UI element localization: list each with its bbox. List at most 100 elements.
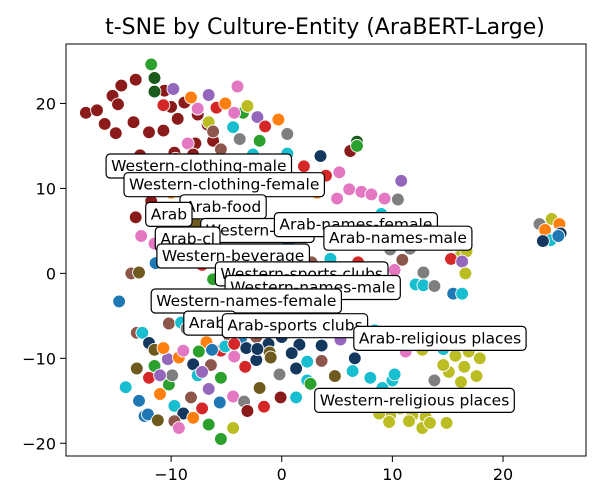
y-tick-label: −10 xyxy=(22,349,56,368)
annotation-text: Western-clothing-female xyxy=(129,176,319,194)
scatter-point xyxy=(205,342,219,357)
scatter-point xyxy=(156,123,171,138)
scatter-point xyxy=(166,82,181,96)
scatter-point xyxy=(153,368,167,383)
scatter-point xyxy=(273,390,288,405)
scatter-point xyxy=(300,354,315,369)
scatter-point xyxy=(153,387,167,401)
scatter-point xyxy=(257,399,271,414)
scatter-point xyxy=(271,112,286,127)
scatter-point xyxy=(126,115,141,130)
scatter-point xyxy=(258,119,272,134)
scatter-point xyxy=(162,316,176,331)
annotation-text: Arab- xyxy=(189,314,231,332)
scatter-point xyxy=(458,266,473,281)
chart-title: t-SNE by Culture-Entity (AraBERT-Large) xyxy=(105,15,545,40)
scatter-point xyxy=(214,370,228,385)
scatter-point xyxy=(201,382,216,396)
annotation-text: Western-religious places xyxy=(320,391,510,409)
annotation-label: Western-religious places xyxy=(314,387,515,413)
scatter-point xyxy=(184,390,198,405)
scatter-point xyxy=(114,78,129,93)
plot-frame xyxy=(65,43,587,457)
scatter-point xyxy=(280,127,295,141)
y-tick-label: 10 xyxy=(36,179,56,198)
scatter-point xyxy=(195,401,209,416)
x-axis-ticks: −10 0 10 20 xyxy=(154,456,513,484)
scatter-point xyxy=(226,421,240,435)
scatter-point xyxy=(201,88,216,102)
scatter-point xyxy=(423,416,437,430)
scatter-point xyxy=(128,72,143,87)
annotation-box xyxy=(150,288,342,314)
scatter-point xyxy=(439,416,454,430)
scatter-point xyxy=(232,132,247,146)
scatter-point xyxy=(186,410,201,425)
scatter-point xyxy=(132,393,146,408)
scatter-point xyxy=(250,342,265,356)
scatter-point xyxy=(536,234,550,248)
scatter-point xyxy=(142,125,156,140)
scatter-point xyxy=(252,381,267,395)
y-tick-label: 20 xyxy=(36,94,56,113)
y-tick-label: 0 xyxy=(46,264,56,283)
scatter-point xyxy=(551,229,566,243)
annotation-label: Western-clothing-female xyxy=(123,172,325,198)
scatter-point xyxy=(201,417,216,432)
scatter-point xyxy=(97,117,112,131)
scatter-point xyxy=(444,252,458,266)
scatter-point xyxy=(141,407,155,422)
scatter-point xyxy=(330,191,344,206)
scatter-point xyxy=(134,229,149,243)
scatter-point xyxy=(455,286,469,301)
annotation-text: Western-names-female xyxy=(156,292,336,310)
scatter-point xyxy=(472,351,487,366)
scatter-point xyxy=(172,421,186,435)
scatter-point xyxy=(108,126,123,141)
y-axis-ticks: −20 −10 0 10 20 xyxy=(22,94,66,453)
scatter-point xyxy=(314,354,329,368)
scatter-point xyxy=(238,359,253,374)
annotation-text: Arab-sports clubs xyxy=(227,317,362,335)
scatter-point xyxy=(79,105,93,120)
scatter-point xyxy=(250,110,265,124)
scatter-point xyxy=(289,390,303,405)
scatter-point xyxy=(314,338,329,353)
scatter-point xyxy=(226,389,240,404)
scatter-point xyxy=(427,373,442,388)
scatter-point xyxy=(212,395,227,410)
annotation-text: Arab xyxy=(151,205,187,223)
scatter-point xyxy=(128,210,143,225)
scatter-point xyxy=(469,369,484,383)
scatter-point xyxy=(416,265,431,280)
points-layer xyxy=(79,57,568,446)
scatter-point xyxy=(303,376,318,391)
scatter-point xyxy=(190,101,205,116)
scatter-point xyxy=(195,365,209,379)
scatter-point xyxy=(184,90,198,105)
annotation-label: Arab xyxy=(145,201,193,227)
scatter-point xyxy=(391,192,405,207)
annotation-box xyxy=(314,387,515,413)
scatter-point xyxy=(455,254,469,269)
scatter-point xyxy=(252,133,267,148)
scatter-point xyxy=(377,191,392,206)
scatter-point xyxy=(226,120,240,135)
scatter-point xyxy=(382,415,396,429)
scatter-point xyxy=(364,187,379,202)
scatter-point xyxy=(165,368,180,383)
scatter-point xyxy=(147,84,162,99)
annotation-label: Western-beverage xyxy=(156,243,310,269)
scatter-point xyxy=(457,359,472,374)
scatter-point xyxy=(342,182,357,197)
scatter-point xyxy=(427,279,442,293)
scatter-point xyxy=(129,361,144,376)
scatter-point xyxy=(347,351,362,366)
scatter-point xyxy=(297,159,311,174)
scatter-point xyxy=(170,111,185,126)
scatter-point xyxy=(227,337,242,351)
scatter-point xyxy=(387,367,402,382)
annotation-box xyxy=(323,225,473,251)
scatter-point xyxy=(272,367,287,382)
